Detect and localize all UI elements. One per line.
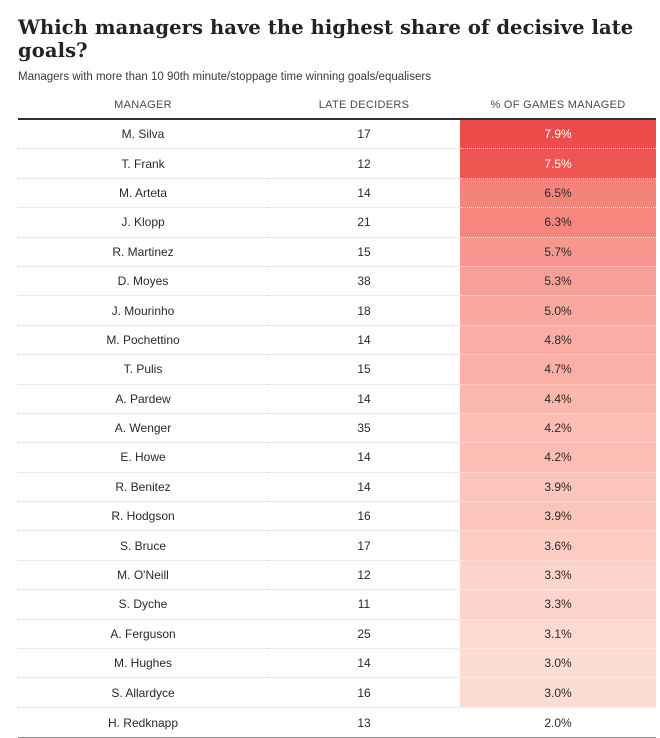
manager-cell: M. O'Neill: [18, 561, 268, 591]
pct-cell: 6.5%: [460, 178, 656, 209]
table-header-row: MANAGER LATE DECIDERS % OF GAMES MANAGED: [18, 96, 656, 120]
table-row: H. Redknapp 13 2.0%: [18, 707, 656, 738]
manager-cell: M. Pochettino: [18, 326, 268, 356]
late-deciders-cell: 14: [268, 326, 460, 356]
late-deciders-cell: 13: [357, 715, 371, 730]
manager-cell: H. Redknapp: [107, 715, 179, 730]
pct-cell: 4.8%: [460, 325, 656, 356]
manager-cell: A. Wenger: [18, 414, 268, 444]
late-deciders-cell: 21: [268, 208, 460, 238]
table-row: M. Silva 17 7.9%: [18, 120, 656, 150]
column-header-pct-games-managed: % OF GAMES MANAGED: [490, 99, 626, 111]
table-row: A. Ferguson 25 3.1%: [18, 619, 656, 650]
pct-cell: 5.3%: [460, 266, 656, 297]
table-row: M. Hughes 14 3.0%: [18, 649, 656, 679]
manager-cell: M. Hughes: [18, 649, 268, 679]
manager-cell: T. Pulis: [18, 355, 268, 385]
late-deciders-cell: 15: [268, 355, 460, 385]
table-row: S. Dyche 11 3.3%: [18, 590, 656, 620]
pct-cell: 3.1%: [460, 619, 656, 650]
pct-cell: 7.5%: [460, 149, 656, 179]
late-deciders-cell: 16: [268, 502, 460, 532]
table-row: M. Pochettino 14 4.8%: [18, 325, 656, 356]
manager-cell: A. Ferguson: [18, 620, 268, 650]
manager-cell: M. Arteta: [18, 179, 268, 209]
pct-cell: 7.9%: [460, 120, 656, 150]
pct-cell: 4.7%: [460, 355, 656, 385]
late-deciders-cell: 12: [268, 149, 460, 179]
pct-cell: 4.2%: [460, 413, 656, 444]
pct-cell: 6.3%: [460, 208, 656, 238]
pct-cell: 4.4%: [460, 384, 656, 414]
table-row: A. Pardew 14 4.4%: [18, 384, 656, 414]
table-row: D. Moyes 38 5.3%: [18, 266, 656, 297]
late-deciders-cell: 38: [268, 267, 460, 297]
table-row: S. Bruce 17 3.6%: [18, 531, 656, 561]
late-deciders-cell: 35: [268, 414, 460, 444]
late-goals-table: MANAGER LATE DECIDERS % OF GAMES MANAGED…: [18, 96, 656, 738]
late-deciders-cell: 14: [268, 473, 460, 503]
table-row: T. Frank 12 7.5%: [18, 149, 656, 179]
manager-cell: S. Allardyce: [18, 678, 268, 708]
pct-cell: 3.3%: [460, 560, 656, 591]
late-deciders-cell: 12: [268, 561, 460, 591]
late-deciders-cell: 14: [268, 179, 460, 209]
page-subtitle: Managers with more than 10 90th minute/s…: [18, 71, 431, 83]
page-title: Which managers have the highest share of…: [18, 16, 634, 62]
manager-cell: J. Mourinho: [18, 296, 268, 326]
late-deciders-cell: 17: [268, 120, 460, 150]
table-row: T. Pulis 15 4.7%: [18, 355, 656, 385]
late-deciders-cell: 16: [268, 678, 460, 708]
pct-cell: 3.9%: [460, 472, 656, 503]
pct-cell: 5.0%: [460, 296, 656, 326]
table-row: J. Klopp 21 6.3%: [18, 208, 656, 238]
pct-cell: 4.2%: [460, 443, 656, 473]
table-row: M. O'Neill 12 3.3%: [18, 560, 656, 591]
pct-cell: 3.9%: [460, 502, 656, 532]
table-row: A. Wenger 35 4.2%: [18, 413, 656, 444]
manager-cell: T. Frank: [18, 149, 268, 179]
manager-cell: E. Howe: [18, 443, 268, 473]
manager-cell: R. Hodgson: [18, 502, 268, 532]
manager-cell: S. Bruce: [18, 531, 268, 561]
late-deciders-cell: 15: [268, 238, 460, 267]
manager-cell: A. Pardew: [18, 385, 268, 414]
manager-cell: M. Silva: [18, 120, 268, 150]
table-row: R. Benitez 14 3.9%: [18, 472, 656, 503]
late-deciders-cell: 14: [268, 649, 460, 679]
table-row: S. Allardyce 16 3.0%: [18, 678, 656, 708]
table-row: J. Mourinho 18 5.0%: [18, 296, 656, 326]
table-row: M. Arteta 14 6.5%: [18, 178, 656, 209]
table-row: R. Hodgson 16 3.9%: [18, 502, 656, 532]
column-header-manager: MANAGER: [114, 99, 172, 111]
late-deciders-cell: 11: [268, 590, 460, 620]
late-deciders-cell: 18: [268, 296, 460, 326]
manager-cell: R. Benitez: [18, 473, 268, 503]
manager-cell: J. Klopp: [18, 208, 268, 238]
table-row: R. Martinez 15 5.7%: [18, 237, 656, 267]
late-deciders-cell: 25: [268, 620, 460, 650]
manager-cell: S. Dyche: [18, 590, 268, 620]
pct-cell: 3.6%: [460, 531, 656, 561]
column-header-late-deciders: LATE DECIDERS: [318, 99, 410, 111]
pct-cell: 3.3%: [460, 590, 656, 620]
table-row: E. Howe 14 4.2%: [18, 443, 656, 473]
table-body: M. Silva 17 7.9% T. Frank 12 7.5% M. Art…: [18, 120, 656, 738]
late-deciders-cell: 14: [268, 385, 460, 414]
manager-cell: R. Martinez: [18, 238, 268, 267]
manager-cell: D. Moyes: [18, 267, 268, 297]
late-deciders-cell: 14: [268, 443, 460, 473]
pct-cell: 5.7%: [460, 237, 656, 267]
pct-cell: 2.0%: [460, 707, 656, 738]
late-deciders-cell: 17: [268, 531, 460, 561]
pct-cell: 3.0%: [460, 649, 656, 679]
pct-cell: 3.0%: [460, 678, 656, 708]
